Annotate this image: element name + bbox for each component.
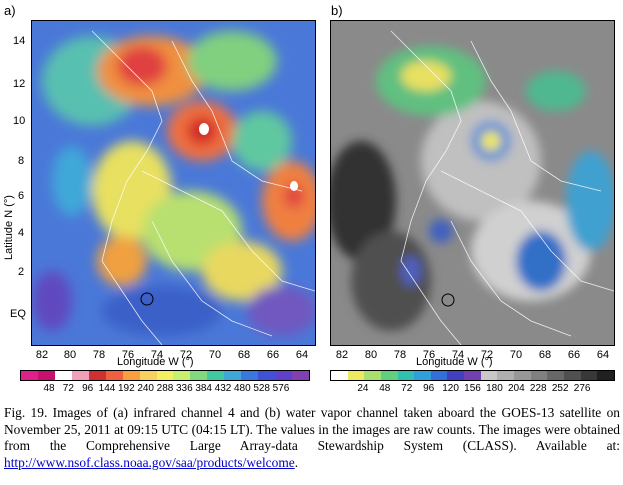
colorbar-swatch <box>331 371 348 380</box>
panel-b-label: b) <box>331 3 343 18</box>
colorbar-tick: 288 <box>156 383 174 394</box>
colorbar-tick: 432 <box>214 383 232 394</box>
water-vapor-map <box>330 20 615 346</box>
colorbar-tick: 180 <box>486 383 503 394</box>
colorbar-swatch <box>156 371 174 380</box>
caption-text: Fig. 19. Images of (a) infrared channel … <box>4 405 620 453</box>
lon-tick: 82 <box>335 349 349 361</box>
colorbar-tick: 576 <box>272 383 290 394</box>
colorbar-swatch <box>397 371 415 380</box>
colorbar-swatch <box>597 371 614 380</box>
colorbar-tick: 48 <box>379 383 391 394</box>
colorbar-tick: 336 <box>175 383 193 394</box>
lon-tick: 78 <box>393 349 407 361</box>
infrared-map <box>31 20 316 346</box>
colorbar-tick: 72 <box>62 383 74 394</box>
colorbar-tick: 156 <box>464 383 481 394</box>
x-axis-label-b: Longitude W (°) <box>416 356 493 368</box>
colorbar-tick: 252 <box>551 383 569 394</box>
lon-tick: 70 <box>509 349 523 361</box>
colorbar-swatch <box>258 371 276 380</box>
colorbar-tick: 240 <box>137 383 154 394</box>
lon-tick: 68 <box>538 349 552 361</box>
colorbar-swatch <box>530 371 548 380</box>
colorbar-swatch <box>364 371 381 380</box>
colorbar-swatch <box>547 371 564 380</box>
colorbar-tick: 204 <box>508 383 525 394</box>
lon-tick: 70 <box>208 349 222 361</box>
colorbar-swatch <box>207 371 225 380</box>
colorbar-swatch <box>580 371 598 380</box>
colorbar-swatch <box>139 371 157 380</box>
lon-tick: 72 <box>179 349 193 361</box>
lat-tick: 6 <box>18 190 25 202</box>
colorbar-swatch <box>497 371 515 380</box>
colorbar-swatch <box>190 371 208 380</box>
colorbar-a <box>20 370 310 381</box>
colorbar-tick: 192 <box>117 383 135 394</box>
colorbar-swatch <box>71 371 89 380</box>
lon-tick: 68 <box>237 349 251 361</box>
colorbar-tick: 228 <box>529 383 547 394</box>
colorbar-tick: 276 <box>573 383 591 394</box>
colorbar-tick: 480 <box>233 383 251 394</box>
colorbar-b <box>330 370 615 381</box>
lat-tick: EQ <box>10 308 26 320</box>
colorbar-swatch <box>414 371 431 380</box>
class-link[interactable]: http://www.nsof.class.noaa.gov/saa/produ… <box>4 454 295 470</box>
colorbar-tick: 96 <box>423 383 435 394</box>
x-axis-label-a: Longitude W (°) <box>117 356 194 368</box>
colorbar-swatch <box>447 371 465 380</box>
lon-tick: 82 <box>35 349 49 361</box>
colorbar-swatch <box>105 371 123 380</box>
lon-tick: 66 <box>266 349 280 361</box>
colorbar-swatch <box>21 371 38 380</box>
colorbar-swatch <box>480 371 498 380</box>
colorbar-swatch <box>37 371 55 380</box>
lon-tick: 72 <box>480 349 494 361</box>
lon-tick: 64 <box>295 349 309 361</box>
lat-tick: 10 <box>13 115 26 127</box>
colorbar-swatch <box>88 371 106 380</box>
lon-tick: 80 <box>364 349 378 361</box>
lon-tick: 78 <box>92 349 106 361</box>
colorbar-tick: 528 <box>253 383 270 394</box>
lat-tick: 12 <box>13 78 26 90</box>
lon-tick: 76 <box>121 349 135 361</box>
y-axis-label: Latitude N (°) <box>3 195 15 260</box>
colorbar-swatch <box>563 371 581 380</box>
colorbar-swatch <box>122 371 140 380</box>
lon-tick: 64 <box>596 349 610 361</box>
lat-tick: 14 <box>13 35 26 47</box>
colorbar-tick: 96 <box>82 383 94 394</box>
lon-tick: 66 <box>567 349 581 361</box>
lon-tick: 80 <box>63 349 77 361</box>
colorbar-swatch <box>347 371 365 380</box>
colorbar-swatch <box>514 371 531 380</box>
lat-tick: 2 <box>18 266 25 278</box>
colorbar-swatch <box>292 371 309 380</box>
lon-tick: 76 <box>422 349 436 361</box>
colorbar-tick: 24 <box>357 383 369 394</box>
lon-tick: 74 <box>451 349 465 361</box>
colorbar-swatch <box>380 371 398 380</box>
figure-caption: Fig. 19. Images of (a) infrared channel … <box>4 405 620 471</box>
panel-a-label: a) <box>4 3 16 18</box>
colorbar-tick: 120 <box>442 383 459 394</box>
colorbar-swatch <box>464 371 481 380</box>
lon-tick: 74 <box>150 349 164 361</box>
colorbar-tick: 144 <box>98 383 116 394</box>
colorbar-tick: 72 <box>401 383 413 394</box>
colorbar-tick: 48 <box>43 383 55 394</box>
lat-tick: 4 <box>18 227 25 239</box>
colorbar-swatch <box>173 371 191 380</box>
lat-tick: 8 <box>18 155 25 167</box>
colorbar-swatch <box>241 371 259 380</box>
colorbar-swatch <box>224 371 242 380</box>
colorbar-swatch <box>275 371 292 380</box>
caption-end: . <box>294 454 299 470</box>
colorbar-tick: 384 <box>195 383 212 394</box>
colorbar-swatch <box>430 371 448 380</box>
colorbar-swatch <box>54 371 72 380</box>
